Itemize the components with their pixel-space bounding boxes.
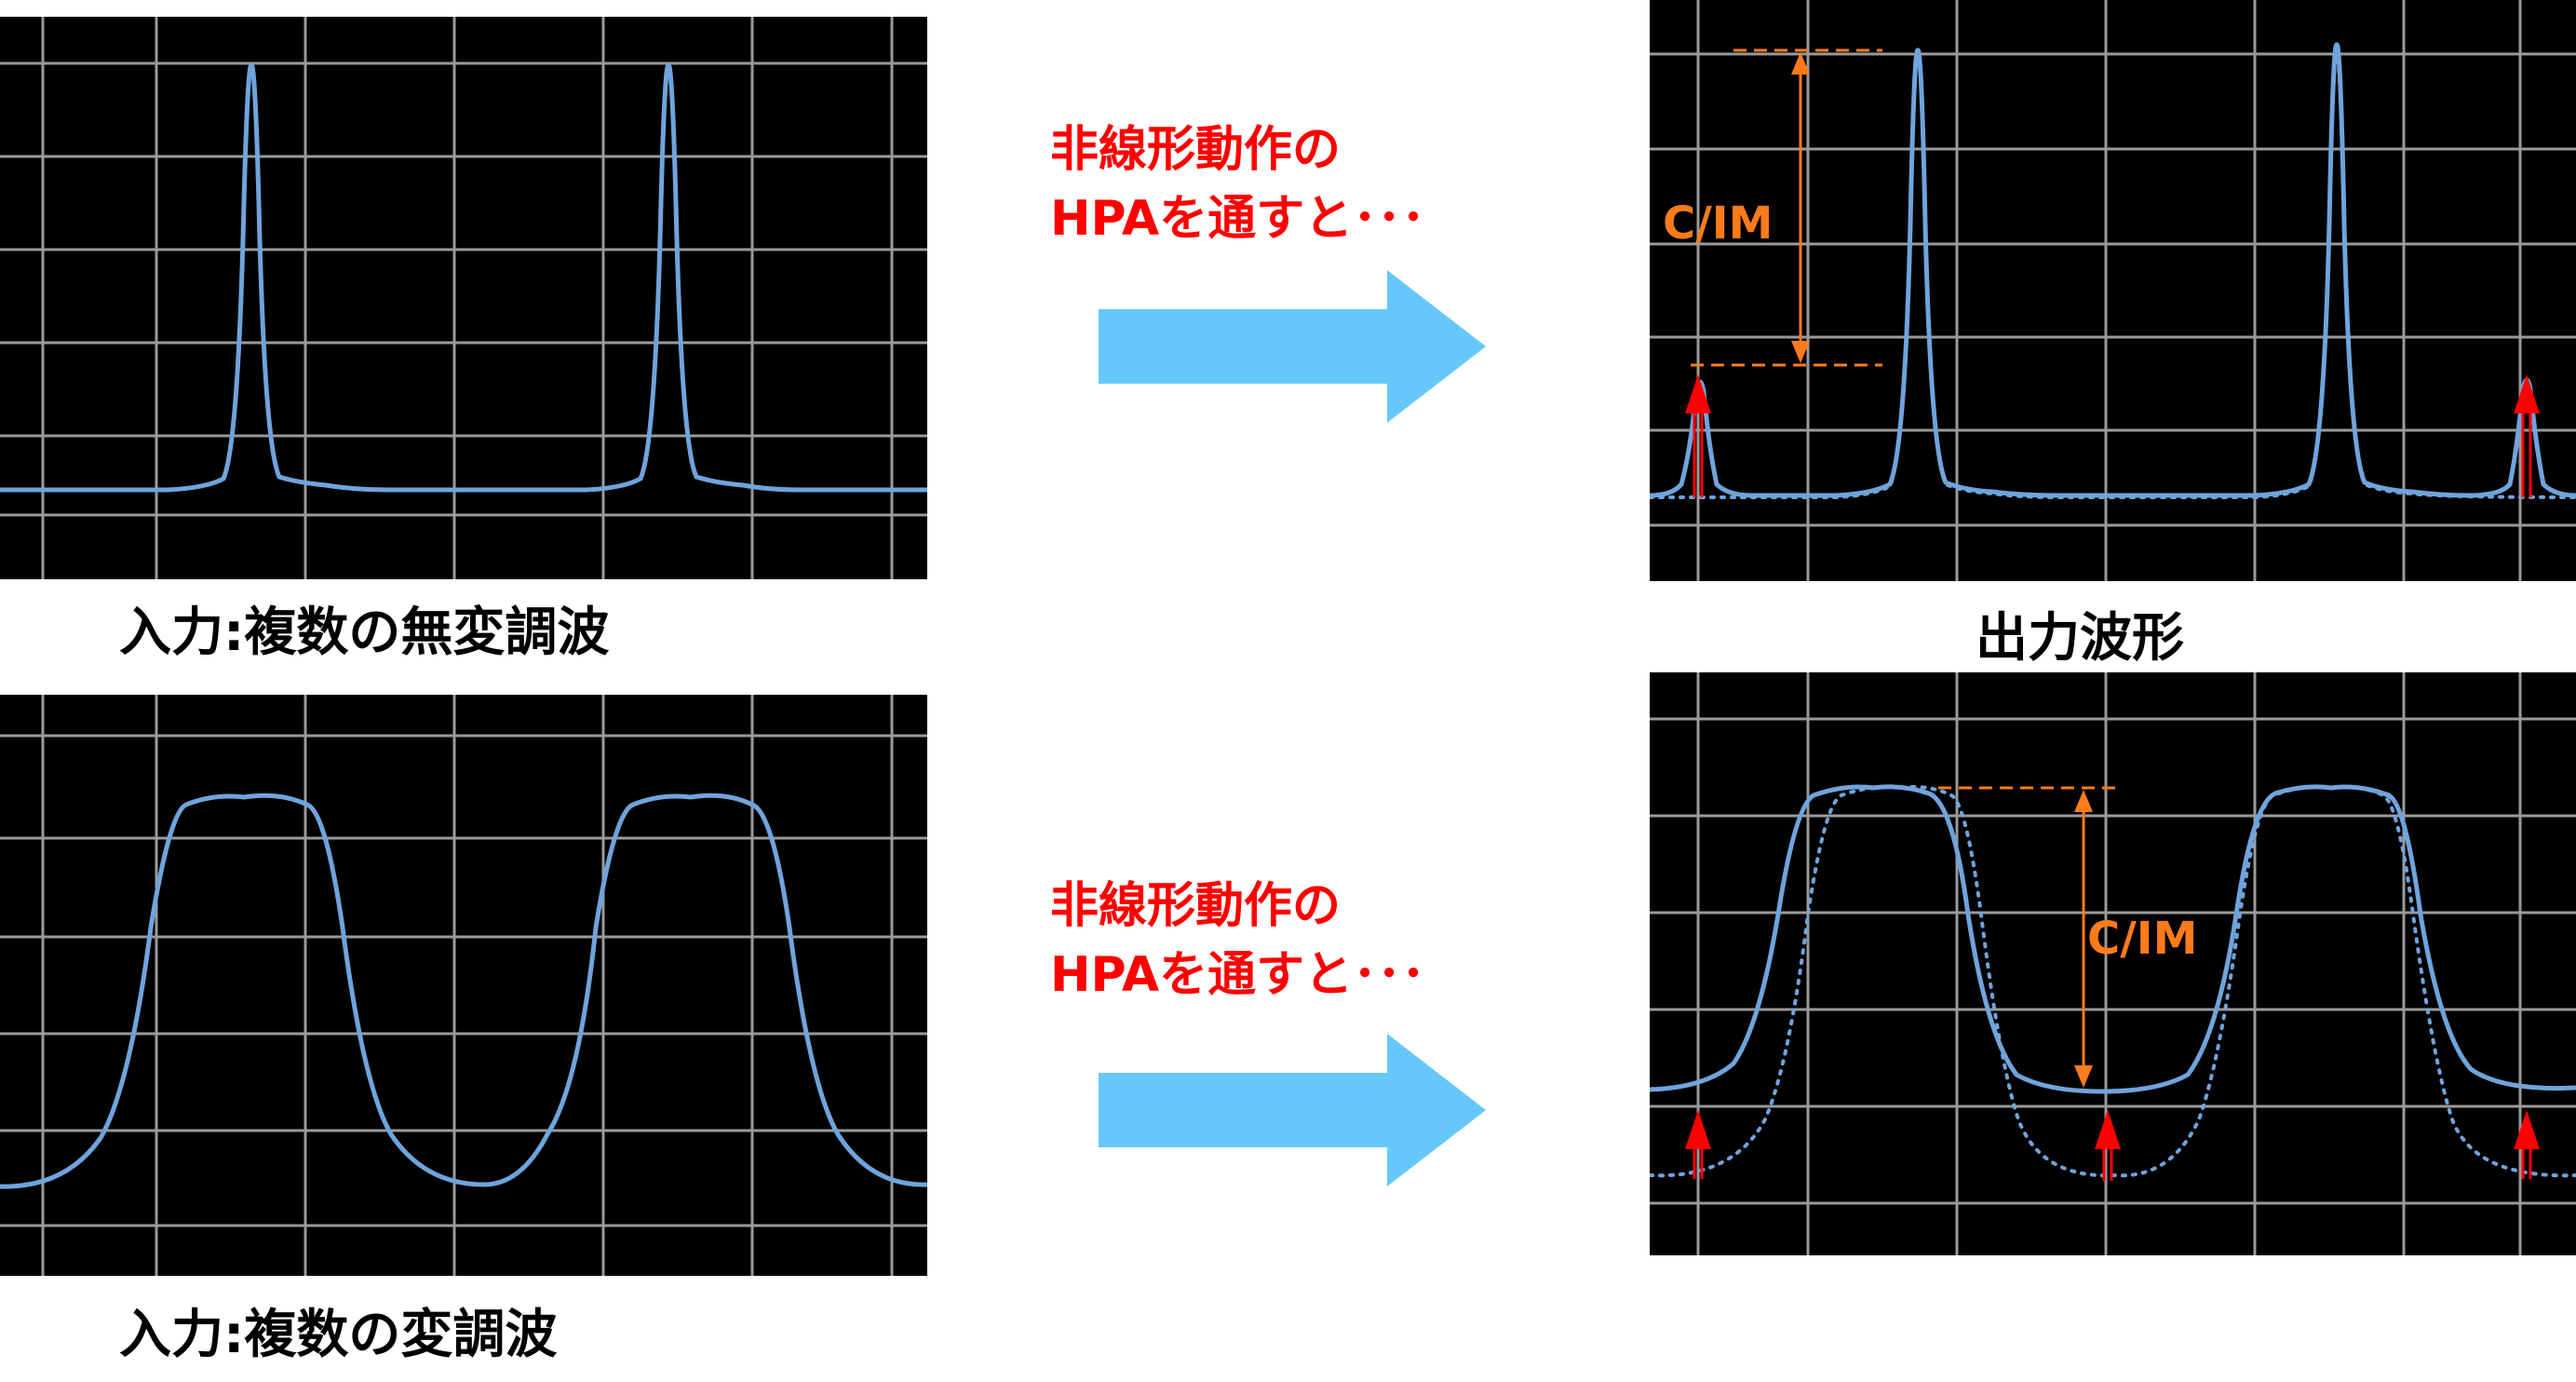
top-nonlinear-note: 非線形動作の HPAを通すと･･･ — [1050, 115, 1425, 253]
top-note-line1: 非線形動作の — [1050, 122, 1342, 178]
im-marker-left-up-arrow-icon — [1685, 1110, 1711, 1179]
bottom-nonlinear-note: 非線形動作の HPAを通すと･･･ — [1050, 872, 1425, 1009]
output-modulated-plot: C/IM — [1650, 672, 2576, 1255]
cim-arrow-head-bottom-icon — [2074, 1065, 2093, 1088]
output-unmodulated-cim-label: C/IM — [1663, 197, 1773, 250]
grid — [0, 17, 927, 579]
input-modulated-trace — [0, 793, 927, 1189]
cim-arrow-head-top-icon — [1791, 52, 1810, 75]
input-modulated-plot — [0, 695, 927, 1276]
cim-annotation — [1691, 48, 1882, 367]
output-modulated-trace — [1650, 784, 2576, 1094]
bottom-note-line2: HPAを通すと･･･ — [1050, 947, 1426, 1003]
top-right-arrow-icon — [1099, 270, 1486, 423]
bottom-note-line1: 非線形動作の — [1050, 878, 1342, 934]
cim-arrow-head-bottom-icon — [1791, 341, 1810, 363]
output-unmodulated-plot: C/IM — [1650, 0, 2576, 581]
input-unmodulated-caption: 入力:複数の無変調波 — [119, 603, 610, 663]
im-marker-left-up-arrow-icon — [1685, 374, 1711, 497]
top-note-line2: HPAを通すと･･･ — [1050, 191, 1426, 247]
im-marker-center-up-arrow-icon — [2095, 1110, 2121, 1181]
input-unmodulated-plot — [0, 17, 927, 579]
bottom-right-arrow-icon — [1099, 1034, 1486, 1186]
output-unmodulated-scope: C/IM — [1650, 0, 2576, 581]
input-unmodulated-scope — [0, 17, 927, 579]
input-unmodulated-trace — [0, 62, 927, 493]
input-modulated-caption: 入力:複数の変調波 — [119, 1305, 558, 1365]
grid — [0, 695, 927, 1276]
output-unmodulated-trace — [1650, 42, 2576, 498]
output-caption: 出力波形 — [1976, 608, 2184, 669]
output-modulated-reference-trace — [1650, 785, 2576, 1178]
output-modulated-scope: C/IM — [1650, 672, 2576, 1255]
im-marker-right-up-arrow-icon — [2514, 374, 2540, 497]
cim-arrow-head-top-icon — [2074, 790, 2093, 812]
cim-annotation — [1938, 786, 2115, 1075]
im-marker-right-up-arrow-icon — [2514, 1110, 2540, 1179]
input-modulated-scope — [0, 695, 927, 1276]
output-modulated-cim-label: C/IM — [2087, 913, 2197, 965]
